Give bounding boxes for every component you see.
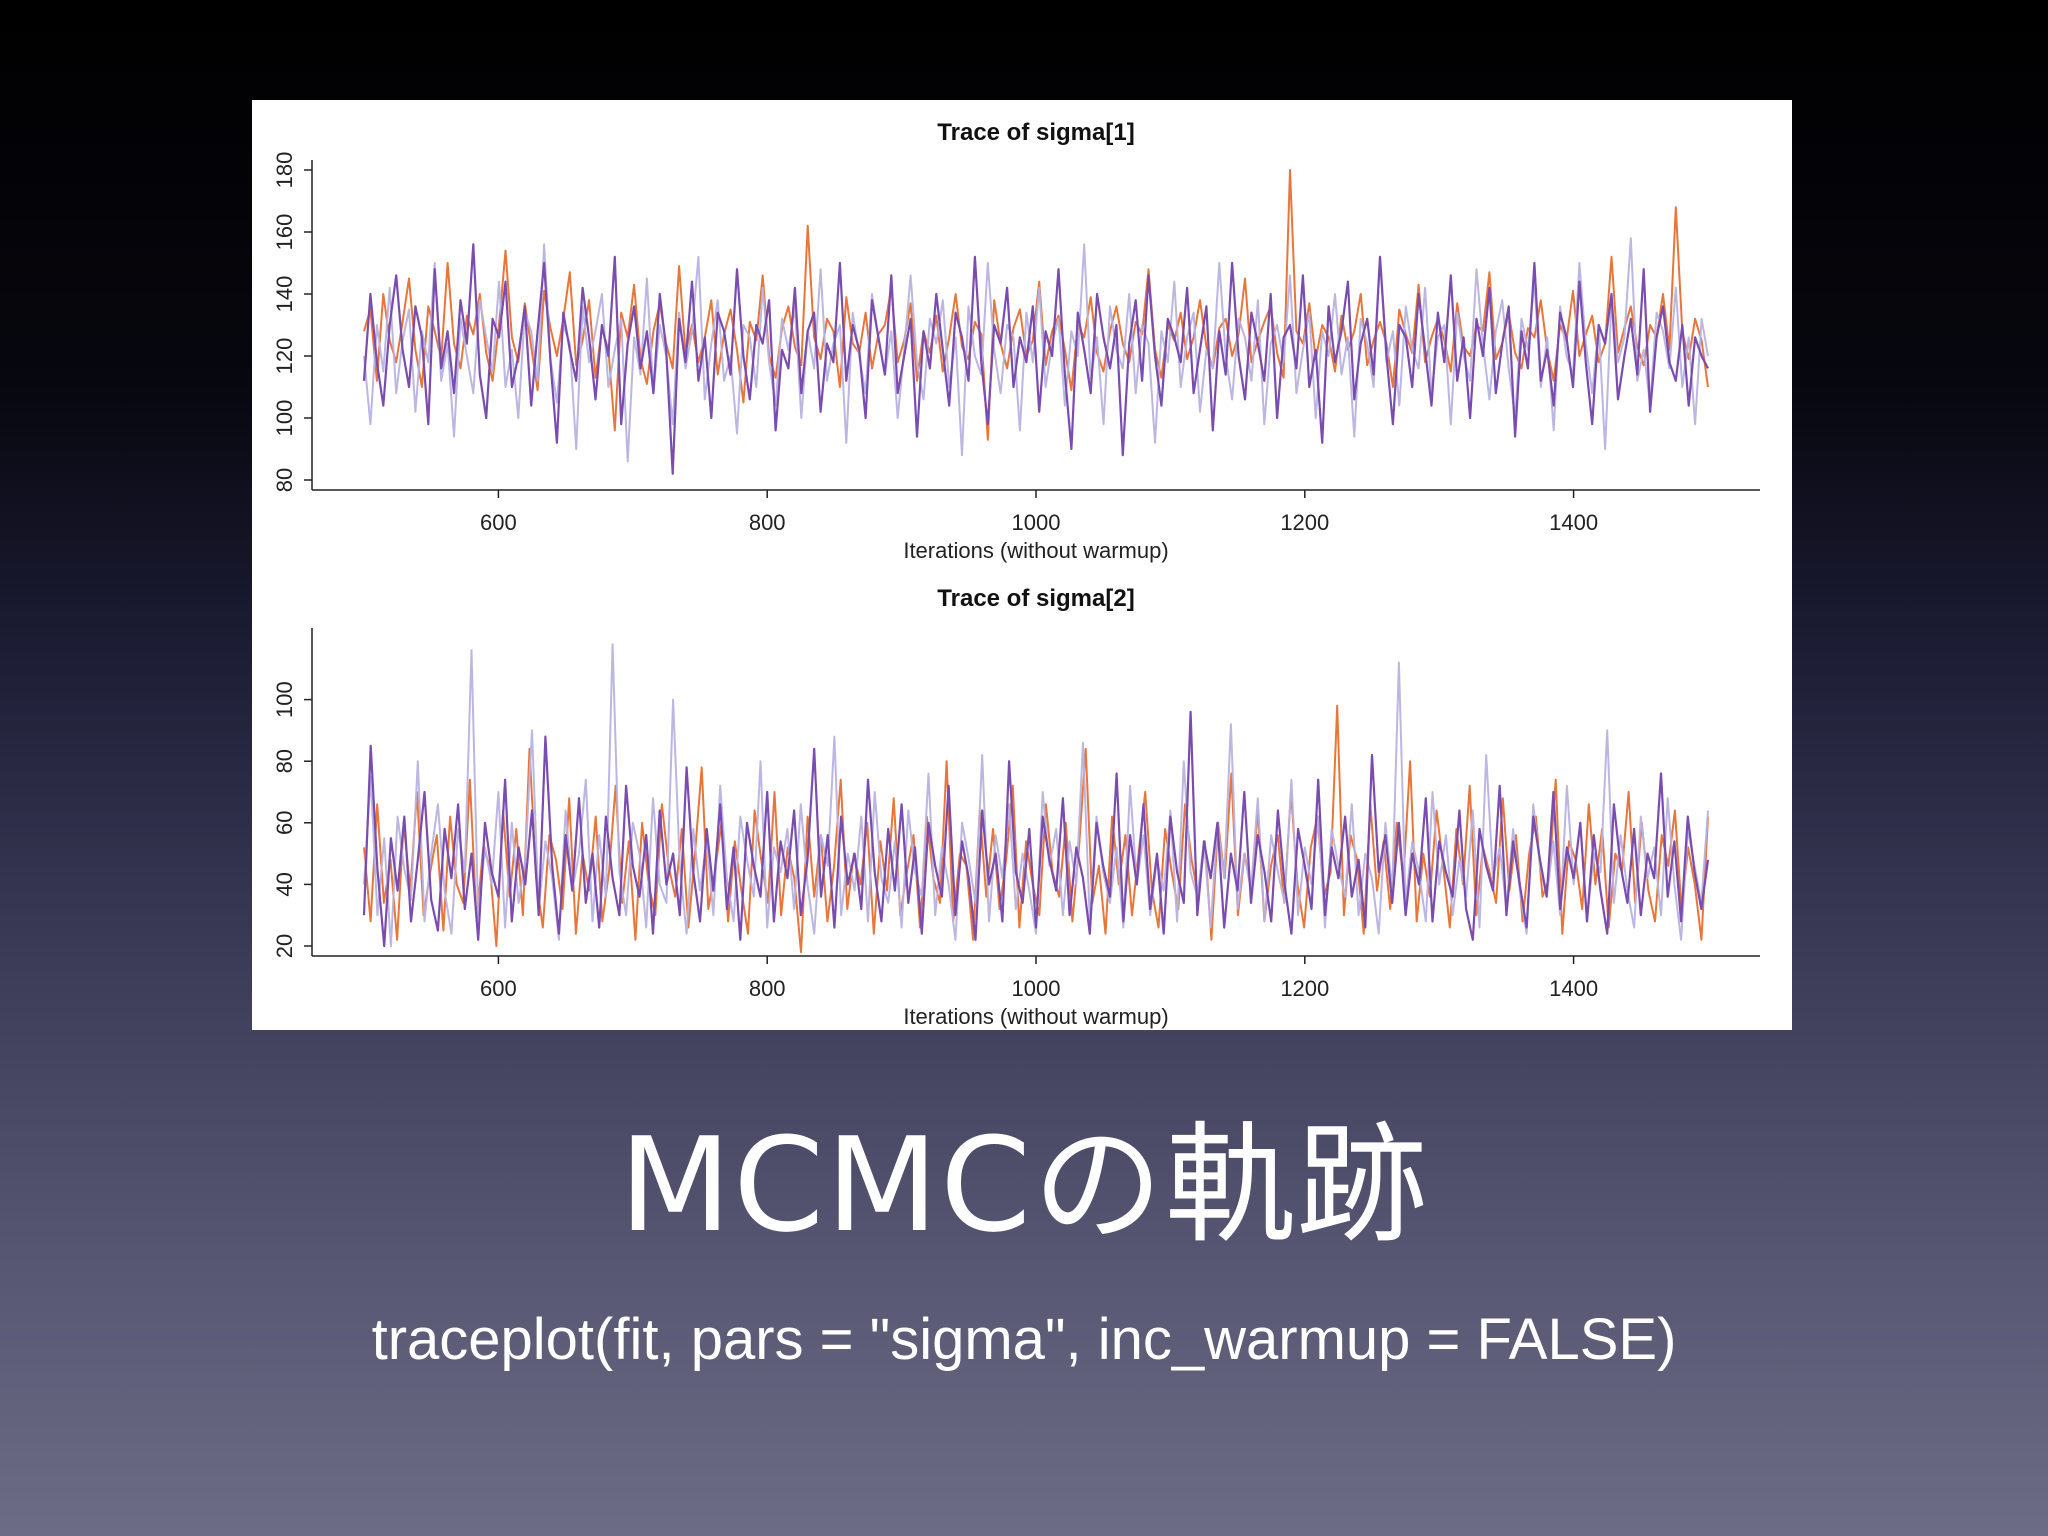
x-tick-label: 1400 [1549,976,1598,1001]
chain-1-line [363,169,1709,441]
chain-2-line [363,643,1709,947]
y-tick-label: 180 [272,152,297,189]
x-tick-label: 1200 [1280,510,1329,535]
x-tick-label: 1000 [1012,510,1061,535]
x-tick-label: 800 [749,510,786,535]
trace-panel-2: Trace of sigma[2] 20 40 60 80 100 600 800 1000 12… [272,585,1760,1029]
x-tick-label: 600 [480,510,517,535]
chain-3-line [362,710,1710,948]
x-tick-label: 1200 [1280,976,1329,1001]
chart-title: Trace of sigma[1] [937,119,1134,146]
y-tick-label: 100 [272,400,297,437]
slide-title: MCMCの軌跡 [619,1109,1429,1261]
chain-3-line [362,243,1709,475]
x-axis-label: Iterations (without warmup) [903,1004,1168,1029]
x-tick-label: 800 [749,976,786,1001]
slide-subtitle: traceplot(fit, pars = "sigma", inc_warmu… [371,1307,1677,1372]
x-tick-label: 1400 [1549,510,1598,535]
y-tick-label: 40 [272,872,297,896]
traceplot-svg: Trace of sigma[1] 80 100 120 140 160 180 600 800… [272,119,1760,1029]
y-tick-label: 120 [272,338,297,375]
x-tick-label: 600 [480,976,517,1001]
chart-title: Trace of sigma[2] [937,585,1134,612]
x-tick-label: 1000 [1012,976,1061,1001]
y-tick-label: 100 [272,681,297,718]
y-tick-label: 140 [272,276,297,313]
y-tick-label: 80 [272,749,297,773]
y-tick-label: 160 [272,214,297,251]
y-tick-label: 20 [272,934,297,958]
traceplot-figure: Trace of sigma[1] 80 100 120 140 160 180 600 800… [252,100,1792,1030]
y-tick-label: 80 [272,468,297,492]
y-tick-label: 60 [272,811,297,835]
trace-panel-1: Trace of sigma[1] 80 100 120 140 160 180 600 800… [272,119,1760,563]
x-axis-label: Iterations (without warmup) [903,538,1168,563]
